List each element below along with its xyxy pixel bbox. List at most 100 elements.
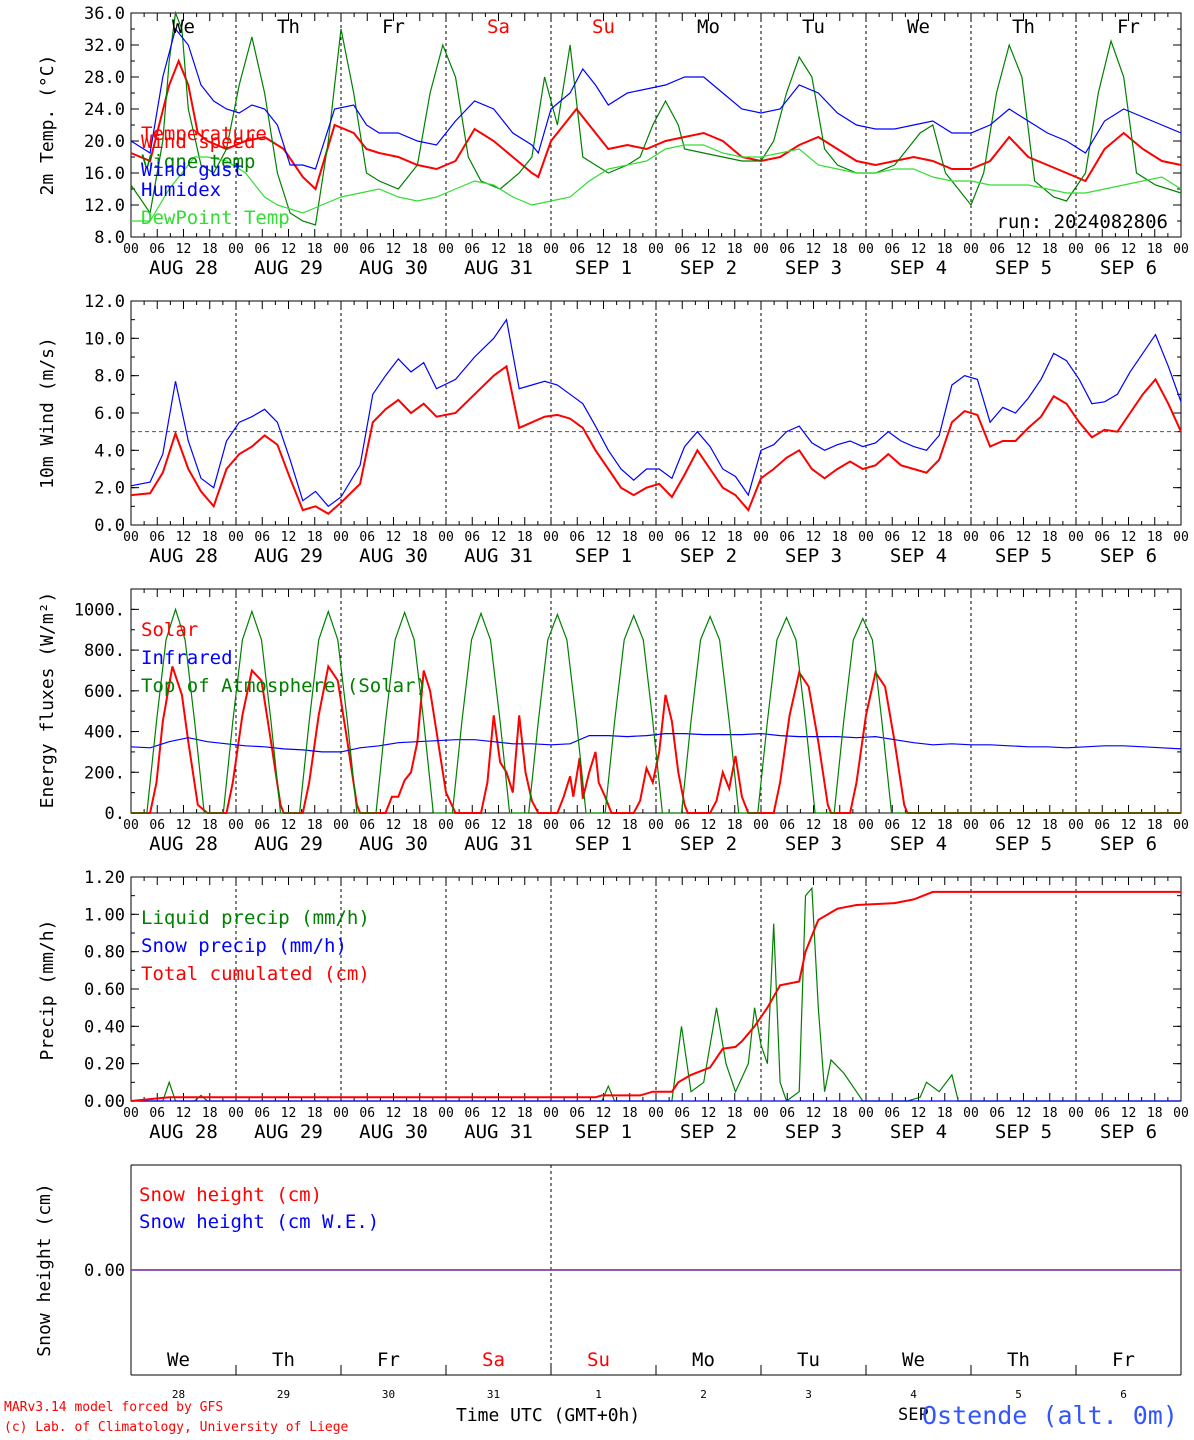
hour-tick-label: 18 xyxy=(1042,1106,1058,1121)
day-name: We xyxy=(902,1349,925,1371)
hour-tick-label: 06 xyxy=(884,818,900,833)
date-label: AUG 31 xyxy=(464,833,533,855)
hour-tick-label: 12 xyxy=(911,1106,927,1121)
day-name: Th xyxy=(272,1349,295,1371)
hour-tick-label: 00 xyxy=(123,242,139,257)
date-label: AUG 30 xyxy=(359,545,428,567)
hour-tick-label: 06 xyxy=(674,1106,690,1121)
legend-entry: Vigne temp xyxy=(141,151,255,173)
day-number: 28 xyxy=(172,1388,185,1401)
hour-tick-label: 06 xyxy=(989,530,1005,545)
day-name: Fr xyxy=(1112,1349,1135,1371)
series-line-top-of-atmosphere-solar- xyxy=(131,607,1181,814)
hour-tick-label: 00 xyxy=(543,530,559,545)
hour-tick-label: 06 xyxy=(779,530,795,545)
hour-tick-label: 18 xyxy=(1042,818,1058,833)
lab-credit: (c) Lab. of Climatology, University of L… xyxy=(4,1420,349,1435)
y-tick-label: 400. xyxy=(84,723,125,743)
hour-tick-label: 12 xyxy=(281,1106,297,1121)
date-label: SEP 2 xyxy=(680,1121,737,1143)
hour-tick-label: 00 xyxy=(1068,530,1084,545)
y-axis-label: Energy fluxes (W/m²) xyxy=(37,592,58,809)
hour-tick-label: 00 xyxy=(858,530,874,545)
hour-tick-label: 18 xyxy=(937,530,953,545)
date-label: AUG 30 xyxy=(359,257,428,279)
hour-tick-label: 06 xyxy=(884,242,900,257)
hour-tick-label: 18 xyxy=(937,1106,953,1121)
y-tick-label: 0.60 xyxy=(84,980,125,1000)
date-label: SEP 6 xyxy=(1100,257,1157,279)
date-label: AUG 30 xyxy=(359,1121,428,1143)
panel-frame xyxy=(130,300,1182,526)
hour-tick-label: 06 xyxy=(674,818,690,833)
day-name: Fr xyxy=(1117,16,1140,38)
y-tick-label: 6.0 xyxy=(94,404,125,424)
hour-tick-label: 00 xyxy=(963,1106,979,1121)
hour-tick-label: 18 xyxy=(517,818,533,833)
hour-tick-label: 12 xyxy=(491,1106,507,1121)
hour-tick-label: 00 xyxy=(228,818,244,833)
hour-tick-label: 12 xyxy=(806,530,822,545)
day-name: Fr xyxy=(382,16,405,38)
hour-tick-label: 00 xyxy=(1068,242,1084,257)
date-label: SEP 4 xyxy=(890,257,947,279)
hour-tick-label: 18 xyxy=(517,1106,533,1121)
hour-tick-label: 06 xyxy=(674,242,690,257)
hour-tick-label: 18 xyxy=(727,1106,743,1121)
date-label: SEP 6 xyxy=(1100,1121,1157,1143)
day-name: Mo xyxy=(697,16,720,38)
hour-tick-label: 06 xyxy=(779,818,795,833)
day-number: 31 xyxy=(487,1388,500,1401)
hour-tick-label: 18 xyxy=(202,242,218,257)
y-tick-label: 1.00 xyxy=(84,905,125,925)
hour-tick-label: 06 xyxy=(149,1106,165,1121)
hour-tick-label: 00 xyxy=(1068,818,1084,833)
hour-tick-label: 18 xyxy=(412,242,428,257)
hour-tick-label: 00 xyxy=(1173,818,1189,833)
y-tick-label: 0.0 xyxy=(94,516,125,536)
hour-tick-label: 18 xyxy=(937,818,953,833)
y-axis-label: 10m Wind (m/s) xyxy=(37,337,58,489)
hour-tick-label: 06 xyxy=(464,242,480,257)
hour-tick-label: 12 xyxy=(806,242,822,257)
hour-tick-label: 06 xyxy=(569,530,585,545)
hour-tick-label: 12 xyxy=(386,242,402,257)
hour-tick-label: 06 xyxy=(464,818,480,833)
hour-tick-label: 18 xyxy=(517,242,533,257)
hour-tick-label: 12 xyxy=(596,818,612,833)
hour-tick-label: 12 xyxy=(1016,242,1032,257)
legend-entry: Wind gust xyxy=(141,159,244,181)
hour-tick-label: 00 xyxy=(963,818,979,833)
day-number: 29 xyxy=(277,1388,290,1401)
series-line-humidex xyxy=(130,27,1182,170)
hour-tick-label: 18 xyxy=(202,818,218,833)
hour-tick-label: 06 xyxy=(569,1106,585,1121)
day-name: We xyxy=(907,16,930,38)
y-tick-label: 600. xyxy=(84,682,125,702)
hour-tick-label: 06 xyxy=(1094,242,1110,257)
date-label: SEP 5 xyxy=(995,257,1052,279)
hour-tick-label: 06 xyxy=(989,818,1005,833)
y-tick-label: 0.80 xyxy=(84,943,125,963)
hour-tick-label: 06 xyxy=(884,530,900,545)
day-name: Th xyxy=(277,16,300,38)
date-label: SEP 3 xyxy=(785,257,842,279)
date-label: AUG 28 xyxy=(149,1121,218,1143)
hour-tick-label: 12 xyxy=(176,242,192,257)
day-number: 6 xyxy=(1120,1388,1127,1401)
hour-tick-label: 18 xyxy=(832,1106,848,1121)
hour-tick-label: 18 xyxy=(412,818,428,833)
hour-tick-label: 12 xyxy=(1121,1106,1137,1121)
day-name: Tu xyxy=(802,16,825,38)
date-label: SEP 1 xyxy=(575,257,632,279)
legend-entry: Snow precip (mm/h) xyxy=(141,935,347,957)
hour-tick-label: 00 xyxy=(648,818,664,833)
hour-tick-label: 18 xyxy=(1147,242,1163,257)
y-tick-label: 200. xyxy=(84,763,125,783)
hour-tick-label: 06 xyxy=(884,1106,900,1121)
legend-entry: Snow height (cm) xyxy=(139,1184,322,1206)
hour-tick-label: 00 xyxy=(753,530,769,545)
y-tick-label: 0.00 xyxy=(84,1092,125,1112)
hour-tick-label: 12 xyxy=(911,242,927,257)
